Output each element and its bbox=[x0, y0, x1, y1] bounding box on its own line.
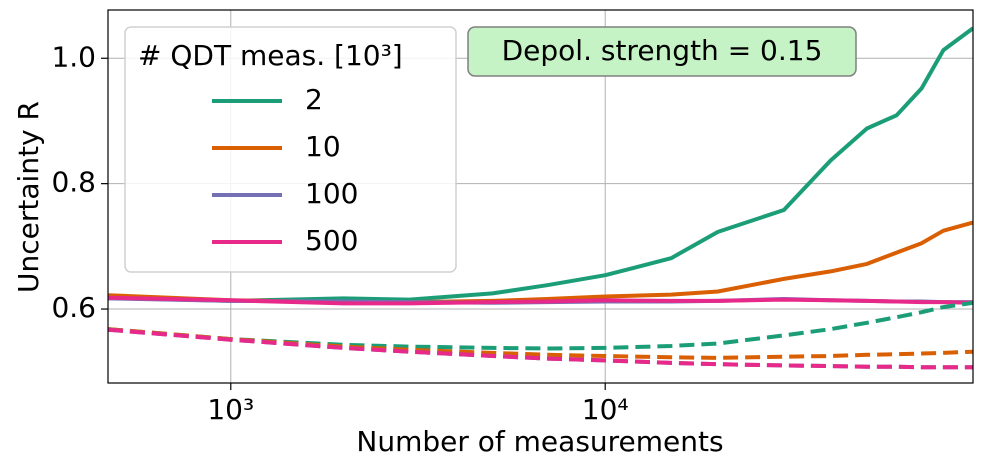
y-axis-label: Uncertainty R bbox=[12, 101, 45, 293]
legend-title: # QDT meas. [10³] bbox=[138, 39, 403, 72]
dashed-line bbox=[108, 300, 973, 351]
dashed-line bbox=[108, 327, 973, 370]
y-tick-label: 0.8 bbox=[51, 166, 96, 199]
legend-label: 100 bbox=[305, 177, 358, 210]
dashed-line bbox=[108, 327, 973, 370]
legend-box bbox=[124, 26, 457, 273]
x-tick-label: 10⁴ bbox=[582, 393, 629, 426]
legend-label: 2 bbox=[305, 83, 323, 116]
y-tick-label: 0.6 bbox=[51, 291, 96, 324]
x-tick-label: 10³ bbox=[207, 393, 254, 426]
axes: 10³ 10⁴ 0.6 0.8 1.0 bbox=[51, 40, 628, 426]
annotation: Depol. strength = 0.15 bbox=[502, 34, 823, 67]
series-line bbox=[108, 295, 973, 306]
dashed-line bbox=[108, 327, 973, 360]
legend-label: 500 bbox=[305, 224, 358, 257]
lines bbox=[108, 26, 973, 370]
legend-label: 10 bbox=[305, 130, 341, 163]
legend: # QDT meas. [10³] 2 10 100 500 bbox=[124, 26, 457, 273]
annotation-box bbox=[467, 26, 857, 77]
plot-frame bbox=[107, 9, 974, 384]
x-axis-label: Number of measurements bbox=[356, 425, 723, 458]
y-tick-label: 1.0 bbox=[51, 40, 96, 73]
series-line bbox=[108, 26, 973, 303]
